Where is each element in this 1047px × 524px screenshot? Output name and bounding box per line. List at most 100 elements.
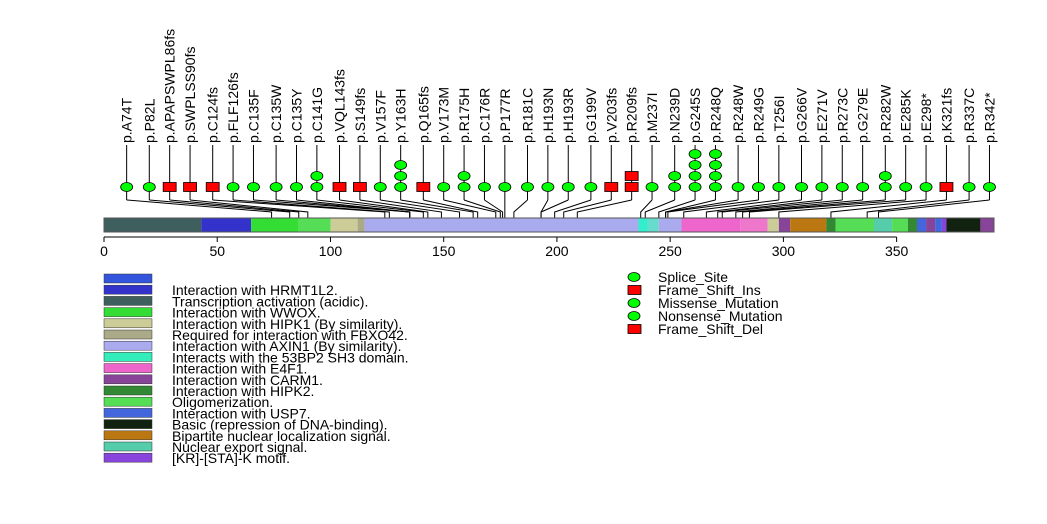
mutation-marker bbox=[815, 182, 829, 192]
mutation-label: p.R249G bbox=[750, 87, 766, 143]
mutation-label: p.G266V bbox=[794, 87, 810, 143]
mutation-label: p.R342* bbox=[981, 92, 997, 143]
domain-legend-swatch bbox=[103, 318, 153, 329]
mutation-legend-label: Nonsense_Mutation bbox=[658, 308, 783, 324]
domain-segment bbox=[740, 218, 768, 232]
mutation-label: p.C124fs bbox=[205, 87, 221, 143]
domain-legend-swatch bbox=[103, 340, 153, 351]
mutation-connector bbox=[563, 199, 612, 218]
domain-segment bbox=[638, 218, 648, 232]
domain-legend-label: [KR]-[STA]-K motif. bbox=[172, 450, 290, 466]
mutation-marker bbox=[709, 149, 722, 159]
domain-segment bbox=[826, 218, 836, 232]
mutation-label: p.R273C bbox=[834, 88, 850, 143]
mutation-connector bbox=[513, 199, 528, 218]
mutation-marker bbox=[645, 182, 659, 192]
domain-segment bbox=[778, 218, 791, 232]
x-tick-label: 350 bbox=[885, 243, 909, 259]
domain-segment bbox=[892, 218, 908, 232]
domain-segment bbox=[357, 218, 365, 232]
mutation-connector bbox=[484, 199, 504, 218]
mutation-label: p.C141G bbox=[309, 87, 325, 143]
connector-lines bbox=[126, 199, 990, 218]
mutation-marker bbox=[709, 182, 722, 192]
x-tick-label: 0 bbox=[100, 243, 108, 259]
frameshift-marker bbox=[939, 182, 954, 192]
domain-bar-outline bbox=[103, 217, 995, 233]
frameshift-marker bbox=[162, 182, 177, 192]
mutation-connector bbox=[443, 199, 497, 218]
mutation-label: p.R248Q bbox=[707, 87, 723, 143]
domain-legend-label: Interaction with HIPK1 (By similarity). bbox=[172, 316, 402, 332]
mutation-marker bbox=[142, 182, 156, 192]
mutation-label: p.R248W bbox=[730, 84, 746, 143]
mutation-legend-label: Frame_Shift_Del bbox=[658, 321, 763, 337]
mutation-connector bbox=[683, 199, 779, 218]
mutation-marker bbox=[457, 171, 471, 181]
mutation-connector bbox=[190, 199, 309, 218]
mutation-connector bbox=[359, 199, 442, 218]
mutation-label: p.P82L bbox=[141, 98, 157, 143]
mutation-connector bbox=[463, 199, 501, 218]
domain-segment bbox=[647, 218, 659, 232]
mutation-marker bbox=[668, 182, 682, 192]
domain-legend: Interaction with HRMT1L2.Transcription a… bbox=[103, 273, 409, 466]
mutation-marker bbox=[394, 182, 408, 192]
mutation-label: p.Q165fs bbox=[415, 86, 431, 143]
mutation-marker bbox=[709, 160, 722, 170]
domain-legend-label: Interaction with CARM1. bbox=[172, 372, 323, 388]
mutation-marker bbox=[878, 171, 892, 181]
domain-segment bbox=[835, 218, 874, 232]
frameshift-marker bbox=[183, 182, 197, 192]
domain-segment bbox=[926, 218, 936, 232]
mutation-legend-circle bbox=[627, 298, 641, 308]
domain-legend-label: Oligomerization. bbox=[172, 394, 273, 410]
mutation-connector bbox=[423, 199, 479, 218]
domain-segment bbox=[980, 218, 994, 232]
mutation-label: p.M237I bbox=[644, 92, 660, 143]
frameshift-marker bbox=[205, 182, 220, 192]
mutation-legend-square bbox=[627, 285, 642, 295]
mutation-label: p.C176R bbox=[476, 88, 492, 143]
mutation-marker bbox=[478, 182, 491, 192]
domain-legend-swatch bbox=[103, 363, 153, 373]
mutation-label: p.V157F bbox=[372, 90, 388, 143]
mutation-connector bbox=[866, 199, 970, 218]
mutation-connector bbox=[400, 199, 474, 218]
mutation-label: p.R282W bbox=[877, 84, 893, 143]
domain-legend-label: Required for interaction with FBXO42. bbox=[172, 327, 408, 343]
domain-legend-label: Interacts with the 53BP2 SH3 domain. bbox=[172, 349, 409, 365]
mutation-marker bbox=[688, 182, 702, 192]
mutation-label: p.G245S bbox=[687, 88, 703, 143]
mutation-marker bbox=[247, 182, 260, 192]
mutation-label: p.R209fs bbox=[624, 87, 640, 143]
frameshift-marker bbox=[624, 182, 639, 192]
mutation-label: p.K321fs bbox=[938, 88, 954, 143]
mutation-marker bbox=[688, 149, 702, 159]
mutation-marker bbox=[856, 182, 870, 192]
mutation-marker bbox=[688, 160, 702, 170]
mutation-label: p.SWPLSS90fs bbox=[182, 47, 198, 143]
mutation-legend-circle bbox=[627, 311, 641, 321]
domain-segment bbox=[873, 218, 893, 232]
mutation-marker bbox=[878, 182, 892, 192]
frameshift-marker bbox=[332, 182, 347, 192]
domain-segment bbox=[330, 218, 358, 232]
mutation-connector bbox=[658, 199, 696, 218]
frameshift-marker bbox=[416, 182, 431, 192]
domain-legend-swatch bbox=[103, 408, 153, 418]
domain-legend-label: Basic (repression of DNA-binding). bbox=[172, 417, 388, 433]
mutation-marker bbox=[373, 182, 387, 192]
domain-legend-label: Interaction with HIPK2. bbox=[172, 383, 314, 399]
mutation-label: p.H193R bbox=[560, 88, 576, 143]
x-tick-label: 300 bbox=[772, 243, 796, 259]
domain-segment bbox=[104, 218, 202, 232]
mutation-marker bbox=[731, 182, 745, 192]
mutation-label: p.Y163H bbox=[393, 89, 409, 143]
mutation-label: p.R175H bbox=[456, 88, 472, 143]
domain-legend-swatch bbox=[103, 273, 153, 284]
mutation-label: p.S149fs bbox=[352, 88, 368, 143]
mutation-marker bbox=[962, 182, 976, 192]
mutation-marker bbox=[394, 171, 408, 181]
